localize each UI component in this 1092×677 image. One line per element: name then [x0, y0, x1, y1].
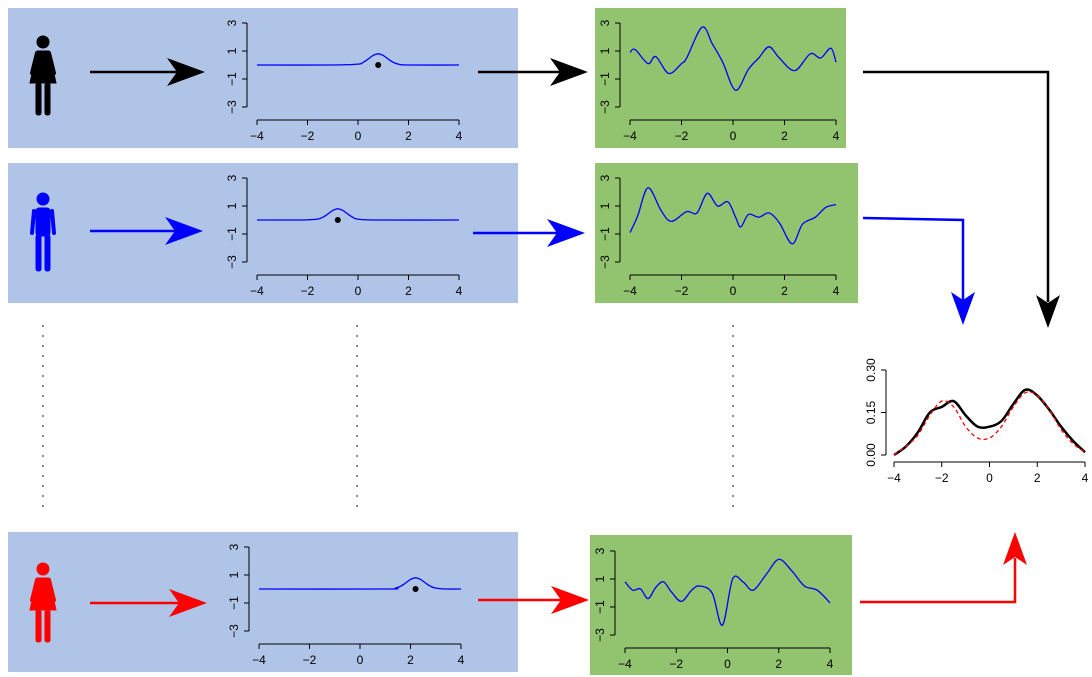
x-tick-label: 4 — [456, 284, 463, 298]
x-tick-label: −4 — [250, 129, 264, 143]
y-tick-label: −3 — [598, 255, 612, 269]
y-tick-label: 3 — [593, 547, 607, 554]
y-tick-label: 1 — [225, 47, 239, 54]
sample-point — [334, 217, 341, 223]
y-tick-label: −1 — [598, 227, 612, 241]
curve — [256, 208, 460, 221]
curve — [258, 577, 462, 590]
panel — [595, 163, 858, 303]
curve — [629, 26, 837, 91]
panel — [595, 8, 846, 148]
x-tick-label: −4 — [623, 284, 637, 298]
y-tick-label: −3 — [598, 100, 612, 114]
x-tick-label: −4 — [623, 129, 637, 143]
y-tick-label: 0.30 — [864, 358, 878, 382]
curve — [629, 187, 837, 245]
curve — [256, 53, 460, 66]
x-tick-label: 4 — [458, 653, 465, 667]
x-tick-label: 2 — [781, 284, 788, 298]
x-tick-label: 4 — [833, 129, 840, 143]
x-tick-label: 2 — [775, 657, 782, 671]
y-tick-label: 3 — [225, 174, 239, 181]
y-tick-label: 3 — [225, 19, 239, 26]
panel — [8, 8, 518, 148]
y-tick-label: 1 — [598, 47, 612, 54]
x-tick-label: 0 — [730, 129, 737, 143]
y-tick-label: 3 — [598, 19, 612, 26]
arrow — [90, 70, 1050, 302]
x-tick-label: 2 — [407, 653, 414, 667]
y-tick-label: 1 — [225, 202, 239, 209]
y-tick-label: −1 — [593, 600, 607, 614]
x-tick-label: −4 — [887, 471, 901, 485]
x-tick-label: 2 — [1034, 471, 1041, 485]
y-tick-label: −3 — [593, 628, 607, 642]
sample-point — [412, 586, 419, 592]
y-tick-label: −1 — [225, 72, 239, 86]
x-tick-label: −4 — [250, 284, 264, 298]
x-tick-label: 2 — [781, 129, 788, 143]
person-icon — [29, 35, 57, 116]
ellipsis — [42, 325, 734, 515]
x-tick-label: 2 — [405, 129, 412, 143]
x-tick-label: −2 — [303, 653, 317, 667]
x-tick-label: 2 — [405, 284, 412, 298]
x-tick-label: −4 — [618, 657, 632, 671]
curve — [893, 388, 1086, 457]
y-tick-label: 1 — [598, 202, 612, 209]
x-tick-label: −2 — [301, 284, 315, 298]
x-tick-label: 0 — [355, 284, 362, 298]
person-icon — [30, 192, 56, 272]
y-tick-label: −1 — [225, 227, 239, 241]
x-tick-label: 4 — [456, 129, 463, 143]
arrowhead — [165, 217, 975, 325]
y-tick-label: 3 — [227, 543, 241, 550]
x-tick-label: 0 — [357, 653, 364, 667]
panel — [590, 535, 852, 675]
x-tick-label: −2 — [675, 129, 689, 143]
x-tick-label: 0 — [355, 129, 362, 143]
y-tick-label: 1 — [593, 575, 607, 582]
y-tick-label: 0.15 — [864, 400, 878, 424]
x-tick-label: 4 — [833, 284, 840, 298]
y-tick-label: 1 — [227, 571, 241, 578]
y-tick-label: −3 — [225, 100, 239, 114]
x-tick-label: 4 — [827, 657, 834, 671]
y-tick-label: −3 — [225, 255, 239, 269]
x-tick-label: −2 — [301, 129, 315, 143]
x-tick-label: 0 — [724, 657, 731, 671]
x-tick-label: −4 — [252, 653, 266, 667]
x-tick-label: −2 — [675, 284, 689, 298]
curve — [624, 558, 831, 626]
arrow — [90, 216, 965, 300]
arrowhead — [167, 58, 1060, 328]
y-tick-label: −3 — [227, 624, 241, 638]
panel — [8, 532, 518, 672]
arrowhead — [169, 532, 1027, 617]
y-tick-label: −1 — [227, 596, 241, 610]
y-tick-label: 0.00 — [864, 443, 878, 467]
x-tick-label: −2 — [669, 657, 683, 671]
x-tick-label: 0 — [730, 284, 737, 298]
arrow — [90, 558, 1017, 605]
x-tick-label: 4 — [1082, 471, 1089, 485]
person-icon — [29, 562, 57, 643]
panel — [8, 163, 518, 303]
x-tick-label: −2 — [935, 471, 949, 485]
y-tick-label: −1 — [598, 72, 612, 86]
sample-point — [375, 62, 382, 68]
y-tick-label: 3 — [598, 174, 612, 181]
x-tick-label: 0 — [986, 471, 993, 485]
